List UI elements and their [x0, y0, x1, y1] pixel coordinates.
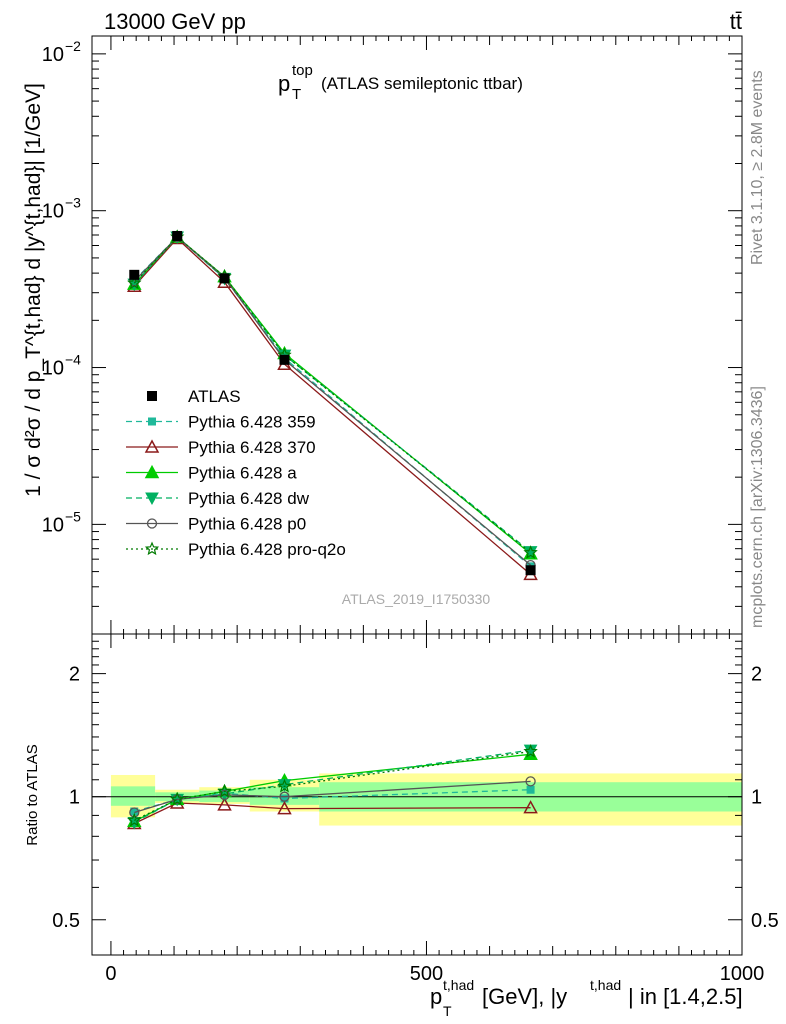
- legend: ATLAS Pythia 6.428 359 Pythia 6.428 370 Pyt…: [126, 387, 346, 559]
- main-y-axis-label: 1 / σ d²σ / d p_T^{t,had} d |y^{t,had}| …: [22, 83, 45, 497]
- ratio-series-pq2o-point: [277, 778, 292, 793]
- ratio-series-pp0-point: [525, 776, 536, 787]
- legend-marker-pp0: [146, 518, 158, 529]
- atlas-data-point: [525, 565, 536, 576]
- main-series-group: [127, 229, 538, 581]
- uncertainty-bands: [110, 773, 742, 826]
- legend-label-pp0: Pythia 6.428 p0: [188, 515, 306, 534]
- y-tick-exponent: −3: [65, 195, 81, 211]
- y-tick-label: 10: [42, 201, 64, 223]
- y-tick-exponent: −2: [65, 38, 81, 54]
- ratio-series-pp0-point: [129, 807, 140, 818]
- legend-label-pa: Pythia 6.428 a: [188, 464, 297, 483]
- main-panel: p top T (ATLAS semileptonic ttbar) ATLAS…: [22, 35, 743, 635]
- ratio-y-tick-label-right: 1: [751, 787, 762, 809]
- band-inner-0: [110, 786, 156, 806]
- ratio-series-pq2o-point: [217, 783, 232, 798]
- y-tick-label: 10: [42, 358, 64, 380]
- legend-marker-pa: [144, 464, 160, 479]
- process-label: tt̄: [730, 9, 742, 34]
- ratio-y-tick-label-left: 1: [69, 787, 80, 809]
- legend-label-p370: Pythia 6.428 370: [188, 438, 316, 457]
- plot-title-sub: T: [292, 86, 301, 103]
- y-tick-exponent: −4: [65, 352, 81, 368]
- x-tick-label: 500: [410, 963, 443, 985]
- ratio-series-p359-point: [526, 785, 535, 794]
- ratio-y-tick-label-left: 2: [69, 664, 80, 686]
- legend-label-p359: Pythia 6.428 359: [188, 413, 316, 432]
- ratio-series-p370-line: [134, 802, 531, 825]
- ratio-series-p370-point: [277, 801, 292, 815]
- legend-marker-pdw: [145, 492, 159, 506]
- ratio-y-tick-label-right: 0.5: [751, 910, 779, 932]
- legend-label-pq2o: Pythia 6.428 pro-q2o: [188, 540, 346, 559]
- ratio-series-p359-point: [280, 794, 289, 803]
- ratio-series-group: [127, 743, 538, 830]
- y-tick-exponent: −5: [65, 508, 81, 524]
- x-tick-label: 1000: [720, 963, 765, 985]
- plot-title-sup: top: [292, 62, 313, 79]
- ratio-series-p370-point: [217, 797, 232, 811]
- legend-marker-pq2o: [144, 541, 160, 556]
- y-tick-label: 10: [42, 44, 64, 66]
- legend-marker-atlas: [147, 391, 157, 401]
- atlas-data-point: [172, 230, 183, 241]
- atlas-data-point: [279, 354, 290, 365]
- ratio-series-pq2o-line: [134, 750, 531, 821]
- x-axis-label-mid: [GeV], |y: [482, 984, 567, 1009]
- mcplots-label: mcplots.cern.ch [arXiv:1306.3436]: [749, 386, 766, 628]
- ratio-series-p359-point: [130, 807, 139, 816]
- ratio-series-pq2o-point: [170, 791, 185, 806]
- atlas-data-point: [219, 273, 230, 284]
- legend-marker-p359: [148, 417, 156, 426]
- y-tick-label: 10: [42, 514, 64, 536]
- atlas-data-point: [129, 269, 140, 280]
- ratio-series-pq2o-point: [523, 743, 538, 758]
- plot-title-p: p: [278, 71, 290, 96]
- legend-label-pdw: Pythia 6.428 dw: [188, 489, 310, 508]
- ratio-y-tick-label-left: 0.5: [52, 910, 80, 932]
- x-axis-label-sup2: t,had: [590, 977, 621, 993]
- legend-label-atlas: ATLAS: [188, 387, 241, 406]
- ratio-series-pq2o-point: [127, 812, 142, 827]
- legend-marker-p370: [144, 439, 160, 453]
- ratio-series-pp0-point: [219, 789, 230, 801]
- energy-label: 13000 GeV pp: [104, 9, 246, 34]
- x-axis-label-p: p: [430, 984, 442, 1009]
- plot-title-text: (ATLAS semileptonic ttbar): [321, 74, 523, 93]
- x-axis-label-sub: T: [443, 1003, 452, 1019]
- ratio-frame: [91, 633, 743, 956]
- rivet-label: Rivet 3.1.10, ≥ 2.8M events: [749, 70, 766, 265]
- x-axis-label-sup: t,had: [443, 977, 474, 993]
- x-tick-label: 0: [105, 963, 116, 985]
- x-axis-label-end: | in [1.4,2.5]: [628, 984, 743, 1009]
- ratio-panel: Ratio to ATLAS p t,had T [GeV], |y t,had…: [24, 633, 779, 1019]
- series-pq2o-point: [127, 275, 142, 290]
- analysis-watermark: ATLAS_2019_I1750330: [342, 591, 491, 607]
- series-pq2o-point: [523, 545, 538, 559]
- ratio-y-tick-label-right: 2: [751, 664, 762, 686]
- ratio-y-axis-label: Ratio to ATLAS: [24, 744, 41, 845]
- ratio-series-pp0-point: [279, 791, 290, 802]
- ratio-series-pp0-line: [134, 780, 531, 814]
- ratio-series-p370-point: [523, 800, 538, 814]
